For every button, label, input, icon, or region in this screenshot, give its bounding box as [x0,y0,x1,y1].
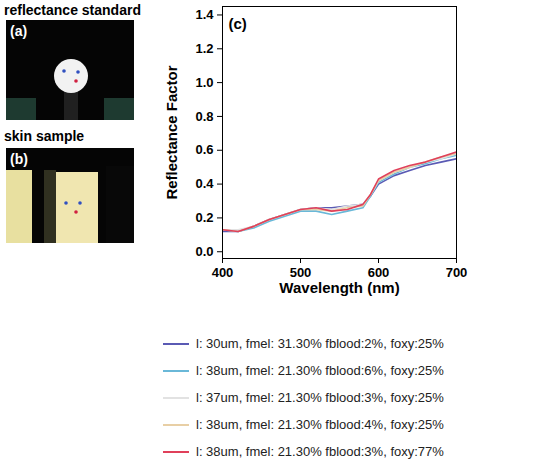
svg-text:1.0: 1.0 [195,75,213,90]
svg-text:0.4: 0.4 [195,176,214,191]
svg-text:500: 500 [290,265,312,280]
svg-text:600: 600 [368,265,390,280]
svg-text:0.0: 0.0 [195,244,213,259]
svg-text:0.2: 0.2 [195,210,213,225]
html-text:l: 38um, fmel: 21.30% fblood:3: l: 38um, fmel: 21.30% fblood:3%, foxy:77… [196,444,444,459]
html-text:l: 38um, fmel: 21.30% fblood:4: l: 38um, fmel: 21.30% fblood:4%, foxy:25… [196,417,444,432]
svg-text:(a): (a) [10,23,27,39]
svg-text:Reflectance Factor: Reflectance Factor [163,65,180,199]
html-text:l: 37um, fmel: 21.30% fblood:3: l: 37um, fmel: 21.30% fblood:3%, foxy:25… [196,390,444,405]
svg-text:(b): (b) [10,151,28,167]
html-text:l: 38um, fmel: 21.30% fblood:6: l: 38um, fmel: 21.30% fblood:6%, foxy:25… [196,363,444,378]
svg-text:400: 400 [212,265,234,280]
svg-text:0.6: 0.6 [195,142,213,157]
svg-text:1.4: 1.4 [195,7,214,22]
html-text:l: 30um, fmel: 31.30% fblood:2: l: 30um, fmel: 31.30% fblood:2%, foxy:25… [196,336,444,351]
html-text:skin sample: skin sample [4,128,85,144]
svg-text:Wavelength (nm): Wavelength (nm) [279,279,399,296]
html-text:reflectance standard: reflectance standard [4,2,141,18]
svg-text:1.2: 1.2 [195,41,213,56]
svg-text:700: 700 [446,265,468,280]
svg-text:0.8: 0.8 [195,109,213,124]
svg-text:(c): (c) [229,15,247,32]
